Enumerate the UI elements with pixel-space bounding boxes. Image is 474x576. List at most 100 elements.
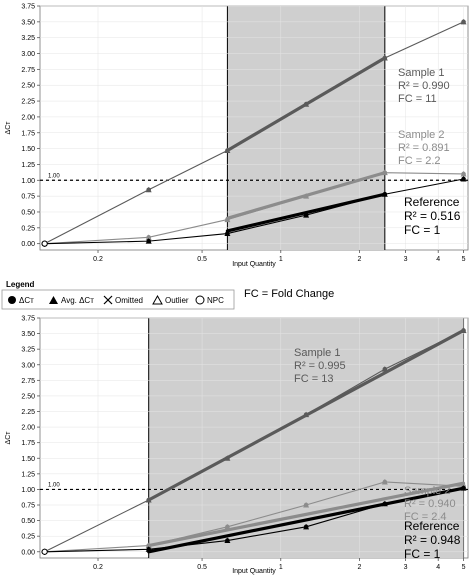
reference-annotation-line: R² = 0.948 (404, 533, 461, 547)
reference-annotation-line: FC = 1 (404, 223, 441, 237)
y-tick-label: 1.50 (21, 146, 35, 153)
y-tick-label: 2.00 (21, 425, 35, 432)
sample-1-annotation-line: Sample 1 (294, 347, 340, 359)
sample-1-avg-point (460, 327, 467, 333)
chart-top: 0.000.250.500.751.001.251.501.752.002.25… (5, 4, 469, 268)
legend-note: FC = Fold Change (244, 288, 334, 300)
sample-2-avg-point (303, 193, 310, 199)
x-tick-label: 4 (436, 564, 440, 571)
sample-2-annotation-line: Sample 2 (398, 129, 444, 141)
y-tick-label: 0.00 (21, 241, 35, 248)
y-tick-label: 3.75 (21, 4, 35, 11)
sample-2-fit-line (147, 481, 466, 548)
reference-avg-point (460, 485, 467, 491)
x-tick-label: 2 (358, 256, 362, 263)
reference-fit-line (147, 486, 466, 554)
legend-label-outlier: Outlier (165, 296, 189, 305)
reference-avg-point (145, 546, 152, 552)
x-tick-label: 5 (462, 256, 466, 263)
legend-item-npc: NPC (195, 295, 224, 305)
filled-triangle-icon (49, 296, 58, 304)
x-tick-label: 0.5 (197, 564, 207, 571)
sample-2-annotation-line: FC = 2.2 (398, 155, 441, 167)
sample-1-avg-point (381, 54, 388, 61)
reference-avg-point (381, 191, 388, 197)
x-tick-label: 0.2 (93, 564, 103, 571)
x-tick-label: 5 (462, 564, 466, 571)
y-tick-label: 3.25 (21, 347, 35, 354)
reference-annotation-line: R² = 0.516 (404, 209, 461, 223)
y-tick-label: 0.00 (21, 549, 35, 556)
sample-1-avg-point (303, 101, 310, 107)
y-axis-label: ΔCт (5, 121, 12, 135)
chart-bottom: 0.000.250.500.751.001.251.501.752.002.25… (5, 316, 469, 575)
sample-2-avg-point (303, 502, 310, 508)
y-tick-label: 1.25 (21, 471, 35, 478)
legend-label-omitted: Omitted (115, 296, 143, 305)
x-tick-label: 1 (279, 256, 283, 263)
sample-2-annotation-line: R² = 0.891 (398, 142, 450, 154)
y-axis-label: ΔCт (5, 431, 12, 445)
x-tick-label: 3 (404, 564, 408, 571)
sample-2-avg-point (224, 523, 231, 530)
sample-2-avg-point (460, 170, 467, 177)
legend-bar: Legend ΔCт Avg. ΔCт Omitted Outlier NPC … (0, 278, 474, 312)
reference-avg-point (224, 230, 231, 237)
y-tick-label: 3.75 (21, 316, 35, 323)
legend-item-avg-dct: Avg. ΔCт (49, 296, 94, 305)
y-tick-label: 2.00 (21, 114, 35, 121)
reference-avg-point (303, 212, 310, 218)
legend-item-dct: ΔCт (8, 296, 34, 305)
x-mark-icon (103, 295, 113, 305)
y-tick-label: 0.75 (21, 503, 35, 510)
y-tick-label: 0.75 (21, 194, 35, 201)
sample-2-annotation-line: Sample 2 (404, 485, 450, 497)
y-tick-label: 2.50 (21, 393, 35, 400)
reference-npc-point (41, 240, 48, 247)
x-axis-label: Input Quantity (232, 568, 276, 575)
sample-1-avg-point (303, 411, 310, 418)
legend-title: Legend (6, 280, 35, 289)
y-tick-label: 2.75 (21, 378, 35, 385)
legend-item-omitted: Omitted (103, 295, 143, 305)
y-tick-label: 1.75 (21, 440, 35, 447)
sample-1-avg-point (145, 497, 152, 503)
y-tick-label: 2.25 (21, 409, 35, 416)
sample-2-avg-point (145, 542, 152, 549)
sample-2-annotation-line: FC = 2.4 (404, 511, 447, 523)
y-tick-label: 3.50 (21, 19, 35, 26)
x-tick-label: 0.2 (93, 256, 103, 263)
reference-line-label: 1.00 (48, 482, 60, 488)
y-tick-label: 3.50 (21, 331, 35, 338)
reference-avg-point (224, 537, 231, 544)
x-tick-label: 2 (358, 564, 362, 571)
reference-line-label: 1.00 (48, 173, 60, 179)
y-tick-label: 3.00 (21, 362, 35, 369)
sample-1-avg-point (224, 147, 231, 153)
legend-label-avg-dct: Avg. ΔCт (61, 296, 94, 305)
y-tick-label: 1.75 (21, 130, 35, 137)
y-tick-label: 2.50 (21, 83, 35, 90)
x-tick-label: 0.5 (197, 256, 207, 263)
y-tick-label: 0.25 (21, 534, 35, 541)
sample-1-annotation-line: FC = 11 (398, 93, 437, 105)
open-triangle-icon (152, 294, 163, 305)
x-tick-label: 3 (404, 256, 408, 263)
sample-1-annotation-line: R² = 0.990 (398, 80, 450, 92)
y-tick-label: 2.25 (21, 99, 35, 106)
y-tick-label: 0.50 (21, 518, 35, 525)
y-tick-label: 3.25 (21, 35, 35, 42)
reference-avg-point (460, 176, 467, 182)
sample-1-avg-point (460, 18, 467, 25)
reference-annotation-line: FC = 1 (404, 547, 441, 561)
sample-1-avg-point (145, 186, 152, 193)
y-tick-label: 2.75 (21, 67, 35, 74)
legend-item-outlier: Outlier (152, 294, 189, 305)
reference-avg-point (381, 500, 388, 507)
legend-label-dct: ΔCт (19, 296, 34, 305)
y-tick-label: 0.50 (21, 209, 35, 216)
legend-box (1, 289, 235, 310)
sample-2-annotation-line: R² = 0.940 (404, 498, 456, 510)
x-tick-label: 4 (436, 256, 440, 263)
x-tick-label: 1 (279, 564, 283, 571)
